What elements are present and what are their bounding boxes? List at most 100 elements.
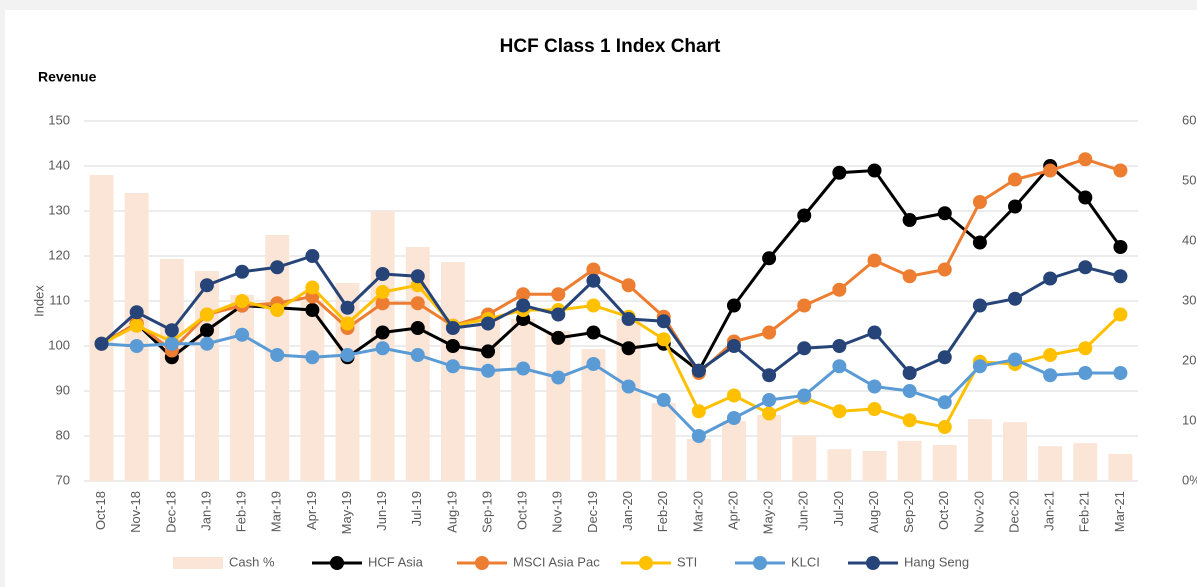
marker — [516, 298, 531, 313]
y-tick-label: 70 — [56, 472, 70, 487]
marker — [410, 348, 425, 362]
marker — [902, 366, 917, 380]
bar — [335, 283, 360, 481]
x-tick-label: Oct-20 — [936, 491, 951, 530]
marker — [199, 278, 214, 293]
x-tick-label: Apr-19 — [304, 491, 319, 530]
marker — [94, 336, 109, 351]
x-tick-label: Mar-20 — [690, 491, 705, 532]
x-tick-label: Apr-20 — [725, 491, 740, 530]
legend-swatch — [475, 556, 489, 570]
marker — [375, 285, 390, 299]
y2-tick-label: 0% — [1182, 472, 1197, 487]
bar — [932, 445, 957, 481]
marker — [726, 339, 741, 353]
marker — [902, 413, 917, 428]
x-tick-label: Jul-19 — [409, 491, 424, 526]
marker — [1008, 172, 1023, 187]
marker — [375, 296, 390, 311]
legend-swatch — [639, 556, 653, 570]
subtitle: Revenue — [38, 69, 97, 85]
y2-tick-label: 60% — [1182, 112, 1197, 127]
x-tick-label: Nov-20 — [971, 491, 986, 533]
marker — [1113, 366, 1128, 380]
bar — [581, 349, 606, 481]
legend-swatch — [753, 556, 767, 570]
marker — [164, 336, 179, 351]
marker — [867, 325, 882, 340]
marker — [1043, 368, 1058, 383]
marker — [937, 395, 952, 410]
x-tick-label: Oct-18 — [93, 491, 108, 530]
marker — [621, 312, 636, 326]
x-tick-label: Sep-19 — [479, 491, 494, 533]
y-tick-label: 120 — [48, 247, 70, 262]
marker — [691, 363, 706, 378]
bar — [722, 421, 746, 481]
x-tick-label: Jul-20 — [831, 491, 846, 526]
bar — [476, 319, 500, 481]
marker — [340, 348, 355, 362]
x-tick-label: Nov-19 — [550, 491, 565, 533]
marker — [516, 361, 531, 376]
marker — [762, 393, 777, 407]
marker — [1113, 240, 1128, 254]
marker — [129, 305, 144, 320]
marker — [762, 325, 777, 340]
marker — [621, 278, 636, 293]
marker — [445, 339, 460, 353]
marker — [762, 251, 777, 266]
marker — [972, 298, 987, 313]
y2-tick-label: 40% — [1182, 232, 1197, 247]
bar — [827, 449, 852, 481]
marker — [551, 330, 566, 345]
marker — [762, 406, 777, 421]
marker — [1113, 163, 1128, 178]
marker — [305, 350, 320, 365]
marker — [1008, 291, 1023, 306]
x-tick-label: May-20 — [761, 491, 776, 534]
marker — [586, 262, 601, 277]
marker — [867, 253, 882, 268]
marker — [445, 321, 460, 335]
marker — [270, 303, 285, 317]
bar — [1038, 446, 1063, 481]
legend-label: KLCI — [791, 554, 820, 569]
chart-title: HCF Class 1 Index Chart — [500, 36, 721, 57]
marker — [726, 411, 741, 425]
y2-tick-label: 30% — [1182, 292, 1197, 307]
bar — [230, 295, 255, 481]
marker — [1078, 190, 1093, 205]
marker — [375, 267, 390, 281]
marker — [199, 336, 214, 351]
marker — [129, 318, 144, 333]
marker — [726, 298, 741, 313]
marker — [164, 323, 179, 338]
marker — [902, 213, 917, 227]
bar — [792, 436, 817, 481]
marker — [1008, 199, 1023, 214]
marker — [656, 314, 671, 329]
x-tick-label: Dec-19 — [585, 491, 600, 533]
marker — [410, 296, 425, 311]
marker — [305, 249, 320, 263]
x-tick-label: Feb-19 — [234, 491, 249, 532]
bar — [1073, 443, 1098, 481]
bar — [195, 271, 219, 481]
x-tick-label: May-19 — [339, 491, 354, 534]
x-tick-label: Jun-19 — [374, 491, 389, 531]
marker — [1078, 152, 1093, 167]
marker — [305, 280, 320, 295]
marker — [797, 388, 812, 403]
marker — [762, 368, 777, 383]
marker — [410, 321, 425, 335]
x-tick-label: Dec-20 — [1006, 491, 1021, 533]
marker — [375, 341, 390, 356]
marker — [1078, 366, 1093, 380]
marker — [867, 402, 882, 416]
bar — [651, 403, 676, 481]
marker — [340, 316, 355, 331]
marker — [937, 206, 952, 221]
bar — [897, 440, 922, 481]
marker — [551, 287, 566, 302]
